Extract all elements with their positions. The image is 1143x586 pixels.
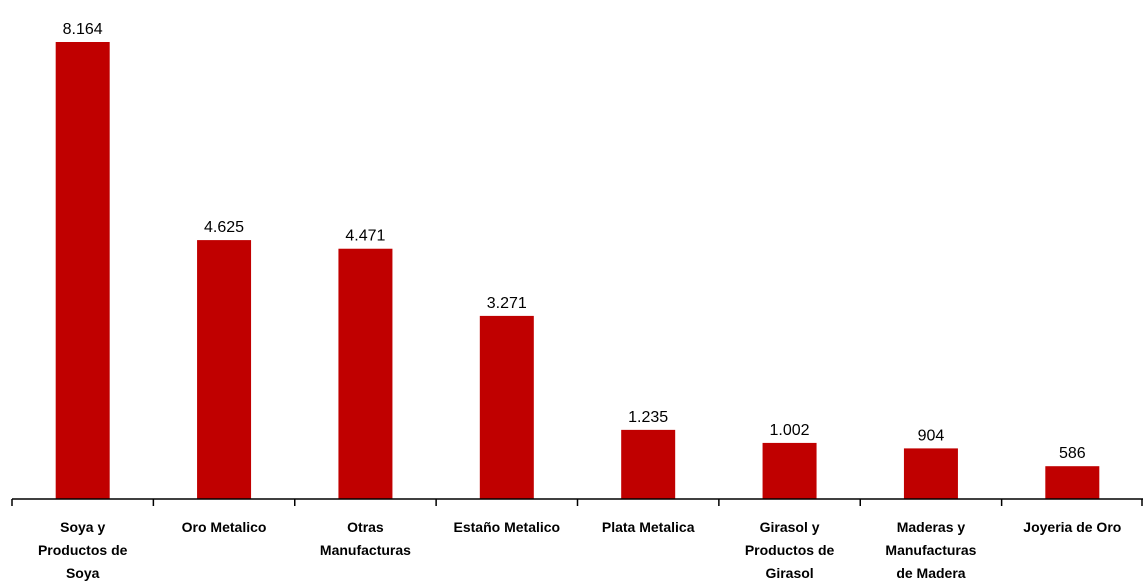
bar (55, 42, 110, 499)
category-label: Otras Manufacturas (320, 519, 411, 558)
category-label: Joyeria de Oro (1023, 519, 1121, 535)
bar-value-label: 586 (1059, 445, 1086, 462)
category-label: Oro Metalico (182, 519, 267, 535)
x-axis-ticks-group (11, 499, 1143, 506)
bar (479, 315, 534, 499)
bar-value-label: 4.625 (204, 219, 244, 236)
bar-value-label: 904 (918, 427, 945, 444)
bars-group (55, 42, 1100, 499)
bar-value-label: 1.235 (628, 409, 668, 426)
category-label: Estaño Metalico (454, 519, 561, 535)
bar-value-label: 1.002 (770, 422, 810, 439)
bar-value-label: 8.164 (63, 21, 103, 38)
bar (762, 442, 817, 499)
category-label: Soya y Productos de Soya (38, 519, 128, 581)
bar (338, 248, 393, 499)
bar (621, 429, 676, 499)
category-label: Plata Metalica (602, 519, 695, 535)
bar (1045, 466, 1100, 499)
bar-value-label: 3.271 (487, 295, 527, 312)
category-label: Maderas y Manufacturas de Madera (885, 519, 976, 581)
category-labels-group: Soya y Productos de Soya Oro Metalico Otras M… (38, 519, 1121, 581)
category-label: Girasol y Productos de Girasol (745, 519, 835, 581)
bar (903, 448, 958, 499)
bar (197, 240, 252, 499)
bar-value-label: 4.471 (345, 228, 385, 245)
value-labels-group: 8.164 4.625 4.471 3.271 1.235 1.002 904 586 (63, 21, 1086, 462)
